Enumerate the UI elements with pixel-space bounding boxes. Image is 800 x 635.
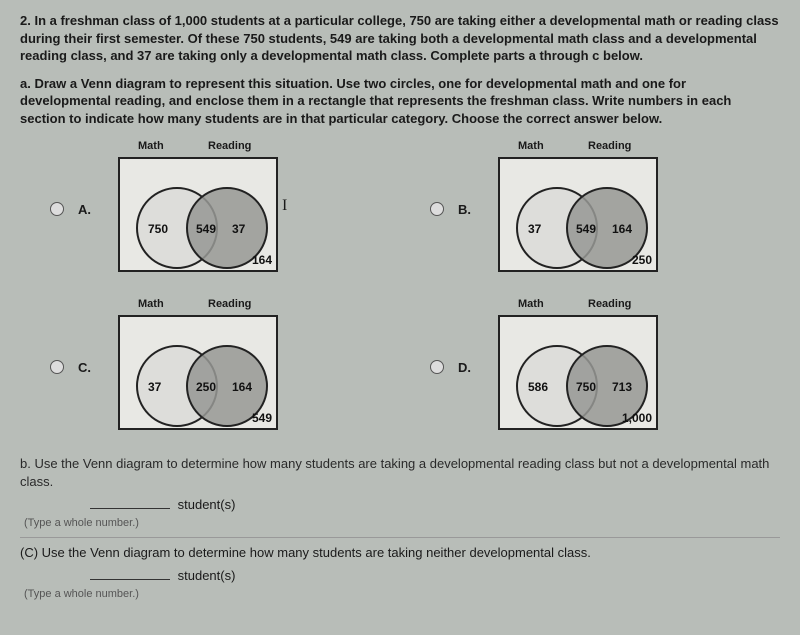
option-c[interactable]: C. Math Reading 37 250 164 549 bbox=[50, 297, 400, 437]
part-c-answer-line: student(s) bbox=[90, 567, 780, 585]
divider bbox=[20, 537, 780, 538]
venn-mid-value: 549 bbox=[196, 221, 216, 237]
venn-right-value: 164 bbox=[612, 221, 632, 237]
question-number: 2. bbox=[20, 13, 31, 28]
math-label: Math bbox=[138, 139, 164, 154]
part-b-text: b. Use the Venn diagram to determine how… bbox=[20, 455, 780, 490]
answer-blank[interactable] bbox=[90, 508, 170, 509]
venn-frame: 37 250 164 549 bbox=[118, 315, 278, 430]
venn-left-value: 37 bbox=[148, 379, 161, 395]
radio-icon[interactable] bbox=[430, 202, 444, 216]
part-c-note: (Type a whole number.) bbox=[24, 587, 780, 602]
venn-right-value: 713 bbox=[612, 379, 632, 395]
venn-frame: 586 750 713 1,000 bbox=[498, 315, 658, 430]
part-c-text: (C) Use the Venn diagram to determine ho… bbox=[20, 544, 780, 562]
venn-b: Math Reading 37 549 164 250 bbox=[490, 139, 665, 279]
option-b-label: B. bbox=[458, 201, 476, 219]
question-block: 2. In a freshman class of 1,000 students… bbox=[20, 12, 780, 65]
venn-corner-value: 250 bbox=[632, 252, 652, 268]
option-a[interactable]: A. Math Reading 750 549 37 164 I bbox=[50, 139, 400, 279]
option-b[interactable]: B. Math Reading 37 549 164 250 bbox=[430, 139, 780, 279]
radio-icon[interactable] bbox=[50, 202, 64, 216]
part-b-answer-line: student(s) bbox=[90, 496, 780, 514]
options-grid: A. Math Reading 750 549 37 164 I B. Math… bbox=[50, 139, 780, 437]
math-label: Math bbox=[518, 297, 544, 312]
part-a-text: a. Draw a Venn diagram to represent this… bbox=[20, 75, 780, 128]
venn-a: Math Reading 750 549 37 164 I bbox=[110, 139, 285, 279]
student-unit: student(s) bbox=[178, 568, 236, 583]
venn-mid-value: 750 bbox=[576, 379, 596, 395]
part-b-note: (Type a whole number.) bbox=[24, 516, 780, 531]
venn-left-value: 586 bbox=[528, 379, 548, 395]
venn-right-value: 164 bbox=[232, 379, 252, 395]
math-label: Math bbox=[518, 139, 544, 154]
venn-mid-value: 250 bbox=[196, 379, 216, 395]
student-unit: student(s) bbox=[178, 497, 236, 512]
reading-label: Reading bbox=[208, 297, 251, 312]
option-a-label: A. bbox=[78, 201, 96, 219]
radio-icon[interactable] bbox=[50, 360, 64, 374]
venn-c: Math Reading 37 250 164 549 bbox=[110, 297, 285, 437]
radio-icon[interactable] bbox=[430, 360, 444, 374]
venn-frame: 750 549 37 164 bbox=[118, 157, 278, 272]
venn-corner-value: 549 bbox=[252, 410, 272, 426]
reading-label: Reading bbox=[208, 139, 251, 154]
math-label: Math bbox=[138, 297, 164, 312]
reading-label: Reading bbox=[588, 297, 631, 312]
venn-corner-value: 164 bbox=[252, 252, 272, 268]
reading-label: Reading bbox=[588, 139, 631, 154]
answer-blank[interactable] bbox=[90, 579, 170, 580]
venn-right-value: 37 bbox=[232, 221, 245, 237]
option-d-label: D. bbox=[458, 359, 476, 377]
venn-corner-value: 1,000 bbox=[622, 410, 652, 426]
venn-left-value: 37 bbox=[528, 221, 541, 237]
venn-left-value: 750 bbox=[148, 221, 168, 237]
text-cursor-icon: I bbox=[282, 195, 287, 217]
venn-frame: 37 549 164 250 bbox=[498, 157, 658, 272]
option-d[interactable]: D. Math Reading 586 750 713 1,000 bbox=[430, 297, 780, 437]
question-text: In a freshman class of 1,000 students at… bbox=[20, 13, 779, 63]
option-c-label: C. bbox=[78, 359, 96, 377]
venn-mid-value: 549 bbox=[576, 221, 596, 237]
venn-d: Math Reading 586 750 713 1,000 bbox=[490, 297, 665, 437]
